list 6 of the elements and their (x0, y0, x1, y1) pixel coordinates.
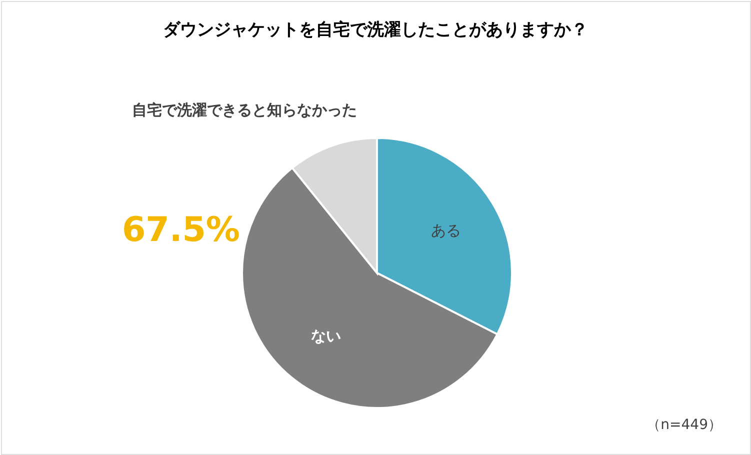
slice-label: ある (431, 222, 462, 240)
text: 67.5% (122, 210, 240, 250)
slice-label: 自宅で洗濯できると知らなかった (132, 101, 357, 119)
slice-label: ない (310, 326, 341, 345)
text: （n=449） (646, 417, 722, 433)
chart-title: ダウンジャケットを自宅で洗濯したことがありますか？ (163, 20, 588, 40)
